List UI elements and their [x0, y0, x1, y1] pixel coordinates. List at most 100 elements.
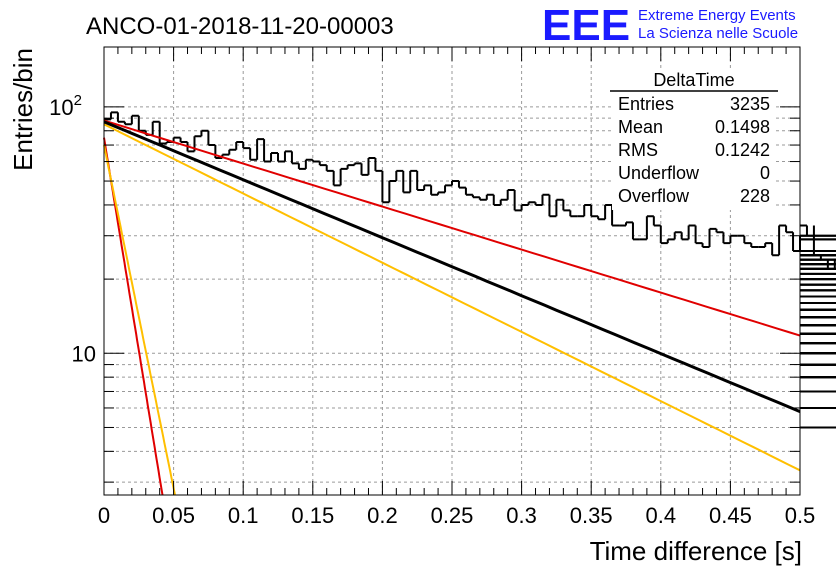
histogram-bin: [297, 163, 306, 170]
x-axis-title: Time difference [s]: [590, 536, 802, 566]
histogram-bin: [430, 185, 439, 196]
stats-row: Overflow 228: [618, 186, 770, 206]
histogram-bin: [583, 203, 592, 217]
x-tick-label: 0.15: [291, 503, 334, 528]
histogram-bin: [694, 225, 703, 245]
histogram-bin: [527, 201, 536, 205]
histogram-bin: [304, 158, 313, 169]
histogram-bin: [604, 203, 613, 220]
x-tick-label: 0.45: [709, 503, 752, 528]
eee-logo-line1: Extreme Energy Events: [638, 7, 796, 24]
stats-row-value: 0.1242: [715, 140, 770, 160]
histogram-bin: [207, 130, 216, 147]
histogram-bin: [631, 222, 640, 241]
histogram-bin: [471, 194, 480, 199]
histogram-bin: [534, 202, 543, 206]
histogram-bin: [332, 170, 341, 187]
stats-row: RMS 0.1242: [618, 140, 770, 160]
histogram-bin: [520, 203, 529, 211]
histogram-bin: [701, 243, 710, 248]
histogram-bin: [263, 139, 272, 163]
x-tick-label: 0.1: [228, 503, 259, 528]
histogram-bin: [346, 164, 355, 169]
histogram-bin: [116, 112, 125, 123]
histogram-layer: [104, 111, 836, 429]
eee-logo: EEE Extreme Energy Events La Scienza nel…: [542, 1, 798, 50]
x-tick-label: 0.5: [785, 503, 816, 528]
histogram-bin: [722, 232, 731, 245]
histogram-bin: [353, 162, 362, 166]
stats-row: Mean 0.1498: [618, 117, 770, 137]
histogram-bin: [360, 163, 369, 176]
histogram-bin: [800, 238, 836, 241]
histogram-bin: [367, 157, 376, 175]
stats-row-label: RMS: [618, 140, 658, 160]
histogram-bin: [729, 234, 738, 244]
stats-row-label: Overflow: [618, 186, 690, 206]
stats-box-background: [612, 70, 776, 210]
x-tick-label: 0.2: [367, 503, 398, 528]
x-tick-label: 0.05: [152, 503, 195, 528]
y-tick-label-base: 10: [72, 341, 96, 366]
histogram-bin: [562, 199, 571, 212]
histogram-bin: [800, 224, 808, 236]
histogram-bin: [249, 148, 258, 161]
eee-logo-line2: La Scienza nelle Scuole: [638, 25, 798, 42]
histogram-bin: [235, 141, 244, 150]
histogram-bin: [339, 167, 348, 186]
orange-long-component-curve: [103, 123, 801, 472]
histogram-bin: [228, 148, 237, 155]
orange-short-component-curve: [103, 144, 176, 496]
histogram-bin: [374, 158, 383, 172]
histogram-bin: [778, 224, 787, 256]
histogram-bin: [715, 228, 724, 234]
histogram-bin: [179, 137, 188, 144]
histogram-bin: [513, 189, 522, 212]
stats-row-value: 0.1498: [715, 117, 770, 137]
eee-logo-mark: EEE: [542, 1, 630, 50]
histogram-bin: [555, 198, 564, 217]
y-tick-label-base: 10: [49, 95, 73, 120]
stats-box: DeltaTime Entries 3235 Mean 0.1498 RMS 0…: [610, 70, 778, 210]
stats-row-label: Mean: [618, 117, 663, 137]
stats-row-label: Entries: [618, 94, 674, 114]
histogram-bin: [123, 121, 132, 126]
histogram-bin: [764, 242, 773, 247]
histogram-bin: [381, 170, 390, 204]
black-fit-total-curve: [103, 120, 801, 413]
histogram-bin: [464, 187, 473, 196]
stats-row-label: Underflow: [618, 163, 700, 183]
stats-row: Entries 3235: [618, 94, 770, 114]
red-long-component-curve: [103, 119, 801, 337]
histogram-bin: [444, 184, 452, 193]
histogram-bin: [290, 151, 299, 165]
histogram-bin: [283, 150, 292, 162]
stats-row-value: 0: [760, 163, 770, 183]
chart-title: ANCO-01-2018-11-20-00003: [86, 13, 394, 40]
histogram-bin: [158, 121, 167, 145]
y-tick-label: 102: [49, 92, 82, 120]
histogram-bin: [318, 161, 327, 167]
y-tick-label: 10: [72, 341, 96, 366]
histogram-bin: [423, 184, 432, 190]
histogram-bin: [597, 216, 606, 221]
histogram-bin: [590, 204, 599, 218]
histogram-bin: [388, 180, 397, 203]
x-tick-label: 0.4: [646, 503, 677, 528]
histogram-bin: [457, 181, 466, 189]
fit-curves-layer: [103, 119, 801, 496]
x-tick-label: 0: [98, 503, 110, 528]
x-tick-label: 0.35: [570, 503, 613, 528]
histogram-bin: [673, 231, 682, 240]
histogram-bin: [478, 197, 487, 201]
stats-box-title: DeltaTime: [653, 70, 734, 90]
histogram-bin: [645, 215, 654, 240]
histogram-bin: [771, 243, 780, 257]
axis-ticks: 0 0.05 0.1 0.15 0.2 0.25 0.3 0.35 0.4 0.45 0.51010…: [49, 47, 815, 528]
y-axis-title: Entries/bin: [8, 48, 38, 171]
histogram-bin: [743, 235, 752, 245]
stats-row: Underflow 0: [618, 163, 770, 183]
x-tick-label: 0.25: [431, 503, 474, 528]
stats-row-value: 228: [740, 186, 770, 206]
